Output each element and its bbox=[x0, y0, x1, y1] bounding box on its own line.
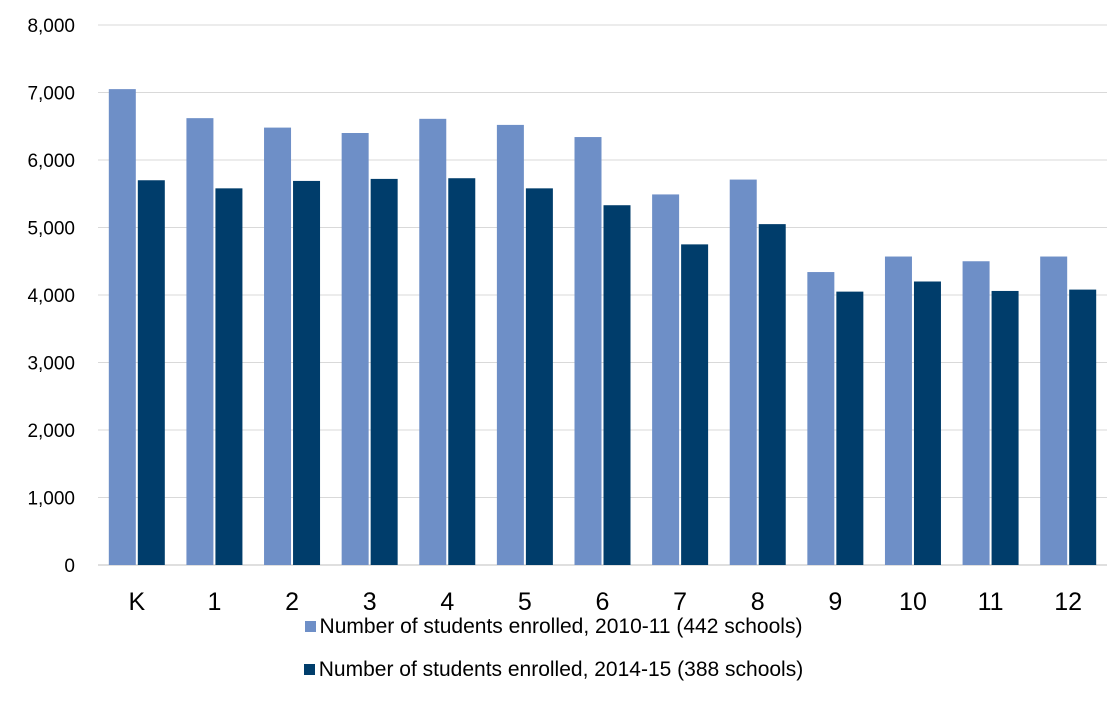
x-tick-label: 8 bbox=[751, 588, 765, 616]
legend-label-2014-15: Number of students enrolled, 2014-15 (38… bbox=[318, 657, 804, 681]
bar-2010-11-11 bbox=[962, 261, 990, 565]
bar-2014-15-10 bbox=[913, 281, 941, 565]
bar-2014-15-K bbox=[137, 180, 165, 565]
bar-2010-11-6 bbox=[574, 137, 602, 566]
bars bbox=[108, 89, 1097, 566]
legend-swatch-2010-11 bbox=[304, 621, 316, 632]
x-tick-label: 11 bbox=[978, 588, 1004, 616]
bar-2014-15-12 bbox=[1069, 289, 1097, 565]
y-axis-ticks: 0 1,000 2,000 3,000 4,000 5,000 6,000 7,000 8,00… bbox=[27, 16, 75, 577]
x-axis-ticks: K 1 2 3 4 5 6 7 8 9 10 11 12 bbox=[128, 588, 1082, 616]
bar-2010-11-2 bbox=[264, 127, 292, 565]
bar-2010-11-10 bbox=[884, 256, 912, 565]
bar-2014-15-5 bbox=[525, 188, 553, 565]
bar-2014-15-7 bbox=[681, 244, 709, 565]
y-tick-label: 2,000 bbox=[27, 421, 75, 442]
bar-2010-11-12 bbox=[1040, 256, 1068, 565]
y-tick-label: 4,000 bbox=[27, 286, 75, 307]
bar-2010-11-1 bbox=[186, 118, 214, 566]
bar-2014-15-4 bbox=[448, 178, 476, 565]
x-tick-label: 2 bbox=[285, 588, 299, 616]
y-tick-label: 8,000 bbox=[27, 16, 75, 37]
bar-2014-15-11 bbox=[991, 290, 1019, 565]
bar-2014-15-2 bbox=[293, 180, 321, 566]
bar-2010-11-8 bbox=[729, 179, 757, 565]
bar-2014-15-3 bbox=[370, 178, 398, 565]
y-tick-label: 3,000 bbox=[27, 354, 75, 375]
x-tick-label: 3 bbox=[363, 588, 377, 616]
bar-2014-15-1 bbox=[215, 188, 243, 565]
x-tick-label: 5 bbox=[518, 588, 532, 616]
y-tick-label: 1,000 bbox=[27, 489, 75, 510]
x-tick-label: 12 bbox=[1054, 588, 1082, 616]
bar-2014-15-9 bbox=[836, 291, 864, 565]
x-tick-label: 1 bbox=[207, 588, 221, 616]
y-tick-label: 7,000 bbox=[27, 84, 75, 105]
gridlines bbox=[98, 24, 1107, 566]
y-tick-label: 5,000 bbox=[27, 219, 75, 240]
legend-swatch-2014-15 bbox=[303, 664, 315, 675]
bar-2010-11-4 bbox=[419, 118, 447, 565]
y-tick-label: 0 bbox=[64, 556, 75, 577]
bar-2010-11-9 bbox=[807, 272, 835, 565]
bar-2010-11-K bbox=[108, 89, 136, 565]
bar-2010-11-5 bbox=[496, 124, 524, 566]
bar-2014-15-6 bbox=[603, 205, 631, 565]
bar-2014-15-8 bbox=[758, 224, 786, 565]
x-tick-label: K bbox=[128, 588, 145, 616]
legend-label-2010-11: Number of students enrolled, 2010-11 (44… bbox=[319, 614, 803, 638]
y-tick-label: 6,000 bbox=[27, 151, 75, 172]
bar-2010-11-7 bbox=[652, 194, 680, 566]
x-tick-label: 4 bbox=[440, 588, 454, 616]
bar-2010-11-3 bbox=[341, 133, 369, 565]
x-tick-label: 10 bbox=[899, 588, 927, 616]
x-tick-label: 7 bbox=[673, 588, 687, 616]
legend-entry-2014-15: Number of students enrolled, 2014-15 (38… bbox=[0, 657, 1107, 682]
legend-entry-2010-11: Number of students enrolled, 2010-11 (44… bbox=[0, 614, 1107, 639]
x-tick-label: 9 bbox=[828, 588, 842, 616]
x-tick-label: 6 bbox=[596, 588, 610, 616]
